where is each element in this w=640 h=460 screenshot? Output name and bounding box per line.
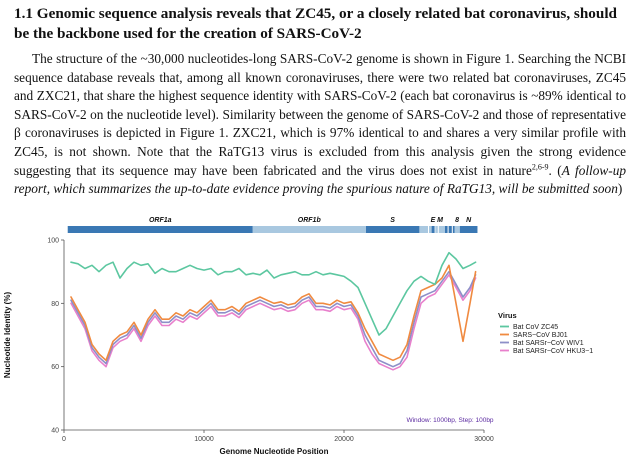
paragraph-closing: ) [617, 181, 623, 197]
genome-map: ORF1a ORF1b S E M 8 N [67, 217, 478, 233]
citation-superscript: 2,6-9 [531, 162, 549, 172]
genome-segment [431, 226, 435, 233]
series-line [70, 274, 477, 371]
x-tick-label: 10000 [194, 436, 214, 443]
genome-segment [454, 226, 460, 233]
genome-segment-label: ORF1a [149, 217, 172, 224]
genome-separator [451, 226, 453, 233]
series-line [70, 264, 477, 362]
identity-plot-figure: ORF1a ORF1b S E M 8 N 40 60 80 100 0 10000 20000 3000… [3, 217, 593, 457]
genome-segment-label: 8 [455, 217, 459, 224]
series-line [70, 251, 477, 336]
plot-axes: 40 60 80 100 0 10000 20000 30000 Nucleotide Iden… [3, 238, 494, 457]
y-tick-label: 60 [51, 364, 59, 371]
genome-segment-label: ORF1b [298, 217, 322, 224]
x-tick-label: 20000 [334, 436, 354, 443]
genome-segment [67, 226, 253, 233]
genome-separator [428, 226, 429, 233]
legend-label: SARS−CoV BJ01 [513, 332, 568, 339]
y-tick-label: 40 [51, 428, 59, 435]
genome-separator [447, 226, 449, 233]
y-axis-label: Nucleotide Identity (%) [3, 292, 12, 379]
genome-separator [437, 226, 439, 233]
legend-title: Virus [498, 311, 517, 320]
genome-segment-label: S [390, 217, 395, 224]
genome-segment-label: E [431, 217, 436, 224]
legend-label: Bat SARSr−CoV HKU3−1 [513, 348, 593, 355]
genome-segment-label: M [437, 217, 443, 224]
window-annotation: Window: 1000bp, Step: 100bp [406, 417, 493, 424]
paragraph-italic-note: A follow-up report, which summarizes the… [14, 162, 626, 197]
genome-segment [459, 226, 478, 233]
series-line [70, 270, 477, 368]
genome-segment [435, 226, 445, 233]
y-tick-label: 80 [51, 301, 59, 308]
x-tick-label: 30000 [474, 436, 494, 443]
legend-label: Bat CoV ZC45 [513, 324, 558, 331]
genome-segment [365, 226, 420, 233]
genome-segment [419, 226, 432, 233]
x-axis-label: Genome Nucleotide Position [220, 447, 329, 456]
section-heading: 1.1 Genomic sequence analysis reveals th… [14, 5, 617, 42]
series-lines [70, 251, 477, 371]
body-paragraph: The structure of the ~30,000 nucleotides… [14, 50, 626, 199]
paragraph-after-citation: . ( [548, 162, 562, 178]
paragraph-main: The structure of the ~30,000 nucleotides… [14, 51, 626, 178]
legend-label: Bat SARSr−CoV WIV1 [513, 340, 584, 347]
y-tick-label: 100 [47, 238, 59, 245]
genome-segment [252, 226, 366, 233]
genome-segment-label: N [466, 217, 472, 224]
x-tick-label: 0 [62, 436, 66, 443]
